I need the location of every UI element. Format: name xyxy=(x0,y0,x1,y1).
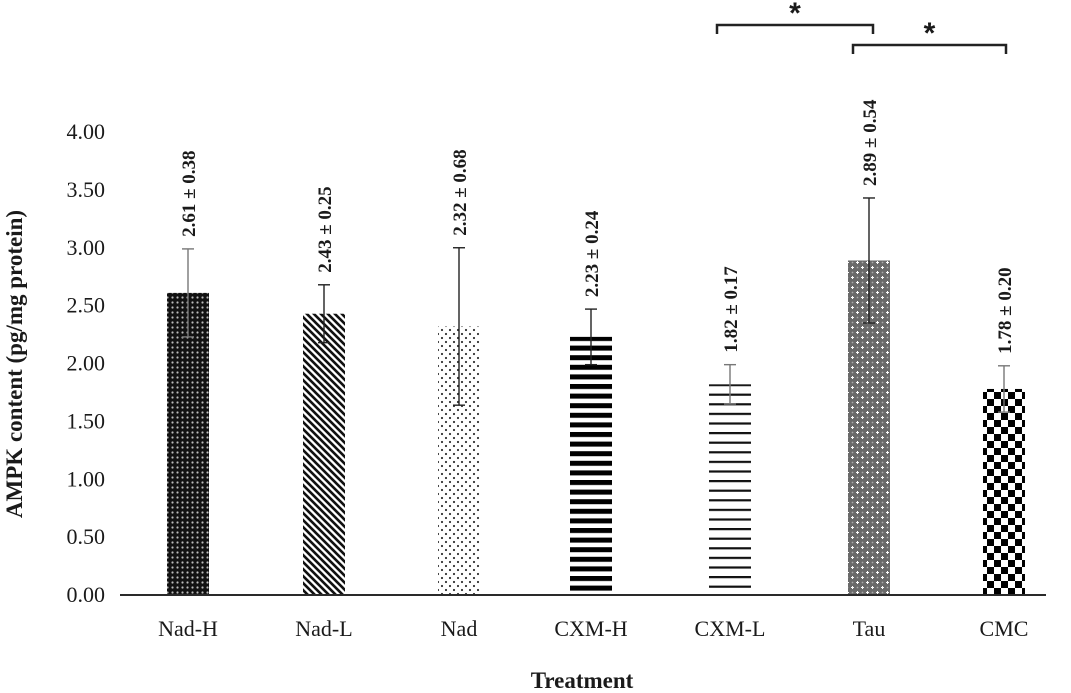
bar-cxm-l xyxy=(709,384,751,595)
data-label: 2.23 ± 0.24 xyxy=(582,210,603,297)
data-labels-group: 2.61 ± 0.38 2.43 ± 0.25 2.32 ± 0.68 2.23 ± … xyxy=(179,99,1016,354)
data-label: 2.61 ± 0.38 xyxy=(179,150,200,236)
bar-cmc xyxy=(983,388,1025,595)
y-tick-label: 0.50 xyxy=(67,524,106,549)
y-axis-ticks: 0.00 0.50 1.00 1.50 2.00 2.50 3.00 3.50 4.00 xyxy=(67,119,106,607)
significance-star: * xyxy=(924,17,936,50)
data-label: 1.82 ± 0.17 xyxy=(721,266,742,353)
y-tick-label: 3.00 xyxy=(67,235,106,260)
category-label: Nad-H xyxy=(158,616,218,641)
y-tick-label: 2.50 xyxy=(67,293,106,318)
data-label: 2.43 ± 0.25 xyxy=(315,186,336,272)
significance-brackets: ** xyxy=(715,0,1008,54)
bars-group xyxy=(167,260,1025,595)
y-tick-label: 1.50 xyxy=(67,408,106,433)
x-axis-title: Treatment xyxy=(531,668,634,693)
category-label: Tau xyxy=(853,616,886,641)
significance-bracket xyxy=(851,43,1008,54)
bar-nad-h xyxy=(167,292,209,595)
category-label: Nad-L xyxy=(295,616,352,641)
y-axis-title: AMPK content (pg/mg protein) xyxy=(2,210,27,518)
category-label: CXM-L xyxy=(695,616,766,641)
data-label: 2.89 ± 0.54 xyxy=(860,99,881,186)
category-label: Nad xyxy=(441,616,478,641)
significance-bracket xyxy=(715,23,875,34)
category-labels-group: Nad-H Nad-L Nad CXM-H CXM-L Tau CMC xyxy=(158,616,1028,641)
category-label: CMC xyxy=(980,616,1029,641)
y-tick-label: 4.00 xyxy=(67,119,106,144)
y-tick-label: 1.00 xyxy=(67,466,106,491)
data-label: 1.78 ± 0.20 xyxy=(995,267,1016,353)
data-label: 2.32 ± 0.68 xyxy=(450,149,471,235)
error-bars-group xyxy=(182,197,1010,413)
y-tick-label: 2.00 xyxy=(67,351,106,376)
significance-star: * xyxy=(789,0,801,30)
y-tick-label: 0.00 xyxy=(67,582,106,607)
category-label: CXM-H xyxy=(554,616,627,641)
bar-nad-l xyxy=(303,313,345,595)
bar-cxm-h xyxy=(570,336,612,595)
y-tick-label: 3.50 xyxy=(67,177,106,202)
